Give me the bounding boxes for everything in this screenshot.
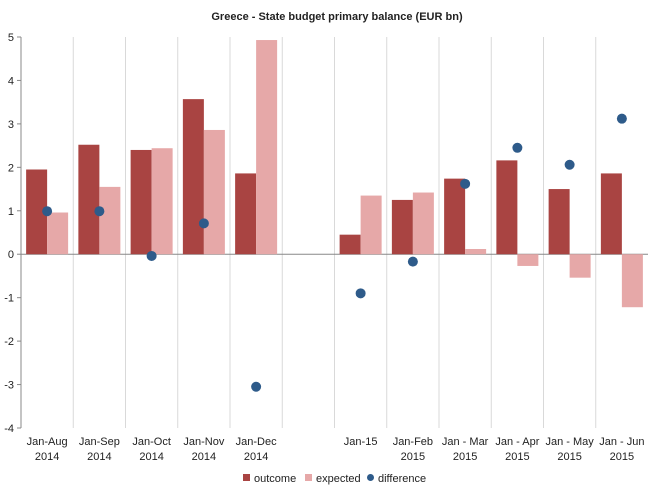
category-label: Jan - May — [545, 436, 594, 448]
category-label-year: 2015 — [610, 451, 634, 463]
expected-bar — [569, 254, 591, 278]
difference-point — [146, 250, 157, 261]
difference-point — [198, 218, 209, 229]
outcome-bar — [600, 173, 622, 255]
outcome-bar — [339, 234, 361, 255]
expected-bar — [203, 129, 225, 255]
chart-title: Greece - State budget primary balance (E… — [211, 11, 463, 23]
legend-label-outcome: outcome — [254, 473, 296, 485]
y-tick-label: 3 — [8, 119, 14, 131]
y-tick-label: 4 — [8, 75, 14, 87]
category-label-year: 2014 — [139, 451, 163, 463]
y-tick-label: 1 — [8, 206, 14, 218]
grid-lines — [72, 37, 597, 428]
legend-swatch-expected — [305, 474, 312, 481]
category-label: Jan - Apr — [495, 436, 539, 448]
axes — [20, 37, 648, 428]
category-label-year: 2014 — [244, 451, 268, 463]
bars — [26, 40, 643, 308]
outcome-bar — [182, 99, 204, 255]
difference-point — [251, 381, 262, 392]
expected-bar — [47, 212, 69, 255]
expected-bar — [517, 254, 539, 266]
expected-bar — [151, 148, 173, 255]
legend: outcome expected difference — [243, 473, 426, 485]
category-label: Jan-Feb — [393, 436, 433, 448]
legend-swatch-outcome — [243, 474, 250, 481]
outcome-bar — [496, 160, 518, 255]
outcome-bar — [444, 178, 466, 255]
category-label: Jan-Nov — [183, 436, 224, 448]
category-label-year: 2014 — [87, 451, 111, 463]
category-label: Jan-15 — [344, 436, 378, 448]
difference-point — [616, 113, 627, 124]
expected-bar — [256, 40, 278, 255]
difference-point — [512, 142, 523, 153]
difference-points — [42, 113, 627, 392]
category-label-year: 2015 — [453, 451, 477, 463]
y-tick-label: 2 — [8, 162, 14, 174]
category-label-year: 2014 — [192, 451, 216, 463]
difference-point — [42, 206, 53, 217]
category-labels: Jan-Aug 2014 Jan-Sep 2014 Jan-Oct 2014 Jan-Nov… — [27, 436, 645, 463]
y-tick-label: -3 — [4, 380, 14, 392]
y-tick-label: -1 — [4, 293, 14, 305]
y-tick-label: 0 — [8, 249, 14, 261]
category-label: Jan-Dec — [236, 436, 277, 448]
y-axis-ticks: 5 4 3 2 1 0 -1 -2 -3 -4 — [4, 32, 21, 435]
expected-bar — [621, 254, 643, 308]
difference-point — [94, 206, 105, 217]
expected-bar — [465, 249, 487, 255]
category-label: Jan-Oct — [132, 436, 171, 448]
category-label: Jan - Jun — [599, 436, 644, 448]
difference-point — [355, 288, 366, 299]
outcome-bar — [391, 199, 413, 255]
expected-bar — [99, 186, 121, 255]
legend-label-expected: expected — [316, 473, 361, 485]
y-tick-label: 5 — [8, 32, 14, 44]
category-label: Jan-Aug — [27, 436, 68, 448]
difference-point — [407, 256, 418, 267]
difference-point — [460, 178, 471, 189]
outcome-bar — [235, 173, 257, 255]
outcome-bar — [548, 189, 570, 255]
outcome-bar — [78, 144, 100, 255]
category-label: Jan-Sep — [79, 436, 120, 448]
category-label-year: 2014 — [35, 451, 59, 463]
expected-bar — [412, 192, 434, 255]
category-label-year: 2015 — [505, 451, 529, 463]
category-label: Jan - Mar — [442, 436, 489, 448]
legend-label-difference: difference — [378, 473, 426, 485]
outcome-bar — [130, 149, 152, 255]
difference-point — [564, 159, 575, 170]
category-label-year: 2015 — [557, 451, 581, 463]
legend-swatch-difference — [367, 474, 374, 481]
expected-bar — [360, 195, 382, 255]
outcome-bar — [26, 169, 48, 255]
y-tick-label: -4 — [4, 423, 14, 435]
category-label-year: 2015 — [401, 451, 425, 463]
y-tick-label: -2 — [4, 336, 14, 348]
